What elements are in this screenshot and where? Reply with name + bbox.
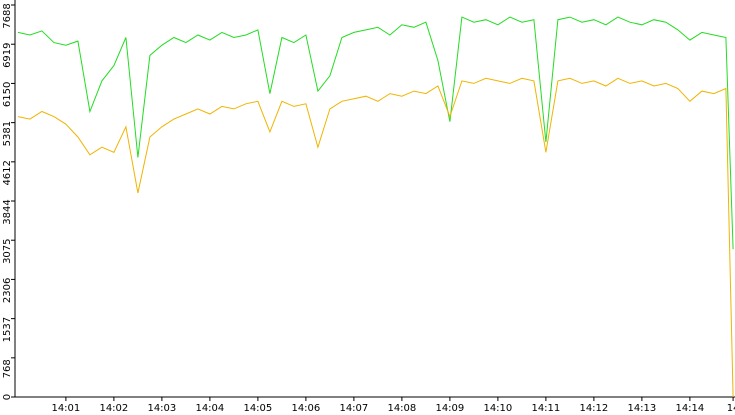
y-tick-label: 6150 bbox=[2, 82, 13, 107]
x-tick-label: 14:04 bbox=[195, 403, 224, 414]
x-tick-label: 14:13 bbox=[627, 403, 656, 414]
x-tick-label: 14:14 bbox=[675, 403, 704, 414]
x-tick-label: 14 bbox=[727, 403, 735, 414]
y-tick-label: 768 bbox=[2, 359, 13, 378]
series-line bbox=[17, 77, 734, 398]
y-tick-label: 3075 bbox=[2, 238, 13, 263]
y-tick-label: 6919 bbox=[2, 42, 13, 67]
y-tick-label: 3844 bbox=[2, 199, 13, 224]
y-tick-label: 0 bbox=[2, 394, 13, 400]
x-tick-label: 14:10 bbox=[483, 403, 512, 414]
x-tick-label: 14:11 bbox=[531, 403, 560, 414]
x-tick-label: 14:05 bbox=[243, 403, 272, 414]
x-tick-label: 14:07 bbox=[339, 403, 368, 414]
x-tick-label: 14:12 bbox=[579, 403, 608, 414]
y-tick-label: 2306 bbox=[2, 278, 13, 303]
series-line bbox=[17, 16, 734, 250]
x-tick-label: 14:01 bbox=[51, 403, 80, 414]
y-tick-label: 7688 bbox=[2, 3, 13, 28]
y-tick-label: 4612 bbox=[2, 160, 13, 185]
x-tick-label: 14:08 bbox=[387, 403, 416, 414]
y-tick-label: 5381 bbox=[2, 121, 13, 146]
x-tick-label: 14:03 bbox=[147, 403, 176, 414]
x-tick-label: 14:09 bbox=[435, 403, 464, 414]
x-tick-label: 14:02 bbox=[99, 403, 128, 414]
x-tick-label: 14:06 bbox=[291, 403, 320, 414]
y-tick-label: 1537 bbox=[2, 317, 13, 342]
